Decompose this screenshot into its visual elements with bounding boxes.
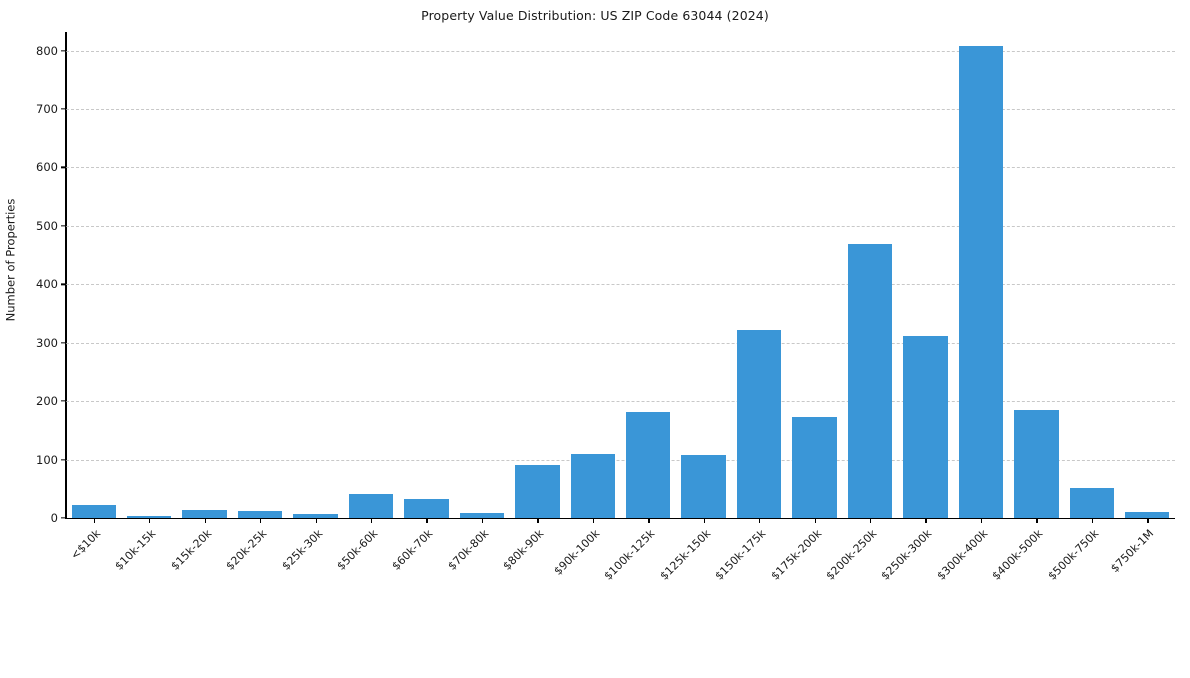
bar[interactable] <box>348 494 394 518</box>
x-tick-mark <box>1036 518 1038 523</box>
y-tick-mark <box>61 108 66 110</box>
x-tick-mark <box>648 518 650 523</box>
gridline <box>66 225 1175 227</box>
y-tick-mark <box>61 517 66 519</box>
bar[interactable] <box>1125 511 1170 518</box>
x-tick-mark <box>537 518 539 523</box>
x-tick-mark <box>1091 518 1094 523</box>
y-tick-label: 400 <box>36 277 58 292</box>
bar[interactable] <box>958 46 1004 518</box>
bar[interactable] <box>570 454 615 518</box>
bar[interactable] <box>1014 409 1059 518</box>
bar[interactable] <box>736 330 782 518</box>
gridline <box>66 401 1175 403</box>
y-tick-mark <box>61 458 66 461</box>
bar[interactable] <box>515 465 560 518</box>
y-axis-label-text: Number of Properties <box>3 198 17 322</box>
x-tick-mark <box>260 518 262 523</box>
x-tick-mark <box>93 518 96 523</box>
x-tick-mark <box>925 518 927 523</box>
x-tick-mark <box>592 518 595 523</box>
y-tick-mark <box>61 283 66 285</box>
y-tick-label: 0 <box>50 511 58 525</box>
y-tick-label: 800 <box>36 43 58 58</box>
y-tick-mark <box>61 400 66 402</box>
y-tick-label: 300 <box>36 335 58 350</box>
x-tick-mark <box>481 518 484 523</box>
x-tick-mark <box>1147 518 1149 523</box>
y-tick-label: 500 <box>36 218 58 233</box>
bar[interactable] <box>71 504 116 518</box>
x-tick-mark <box>703 518 705 523</box>
y-tick-label: 600 <box>36 160 58 175</box>
y-tick-mark <box>61 49 66 52</box>
x-tick-mark <box>814 518 816 523</box>
bar[interactable] <box>182 509 227 518</box>
y-tick-mark <box>61 166 66 169</box>
x-tick-mark <box>149 518 151 523</box>
x-tick-mark <box>759 518 761 523</box>
y-tick-mark <box>61 225 66 227</box>
y-tick-label: 200 <box>36 394 58 409</box>
y-tick-label: 100 <box>36 452 58 467</box>
y-tick-label: 700 <box>36 101 58 116</box>
chart-title: Property Value Distribution: US ZIP Code… <box>421 8 769 23</box>
bar-chart-figure: Property Value Distribution: US ZIP Code… <box>2 0 1175 583</box>
plot-area <box>66 33 1175 518</box>
bar[interactable] <box>681 455 726 518</box>
x-tick-mark <box>870 518 872 523</box>
gridline <box>66 108 1175 110</box>
x-tick-mark <box>315 518 317 523</box>
bar[interactable] <box>1069 488 1114 518</box>
bar[interactable] <box>404 499 449 518</box>
gridline <box>66 284 1175 286</box>
gridline <box>66 167 1175 169</box>
gridline <box>66 342 1175 344</box>
gridline <box>66 50 1175 52</box>
x-tick-mark <box>426 518 428 523</box>
bar[interactable] <box>459 512 505 518</box>
y-tick-mark <box>61 342 66 344</box>
bar[interactable] <box>626 411 671 518</box>
x-axis-spine <box>65 517 1175 520</box>
x-tick-mark <box>204 518 206 523</box>
gridline <box>66 459 1175 461</box>
y-axis-spine <box>65 32 67 519</box>
x-tick-mark <box>370 518 373 523</box>
bar[interactable] <box>903 335 948 518</box>
bar[interactable] <box>293 513 338 518</box>
bar[interactable] <box>847 243 893 518</box>
bar[interactable] <box>792 416 837 518</box>
y-axis-label: Number of Properties <box>2 0 18 520</box>
bar[interactable] <box>126 516 172 518</box>
bar[interactable] <box>237 511 283 518</box>
x-tick-mark <box>980 518 983 523</box>
